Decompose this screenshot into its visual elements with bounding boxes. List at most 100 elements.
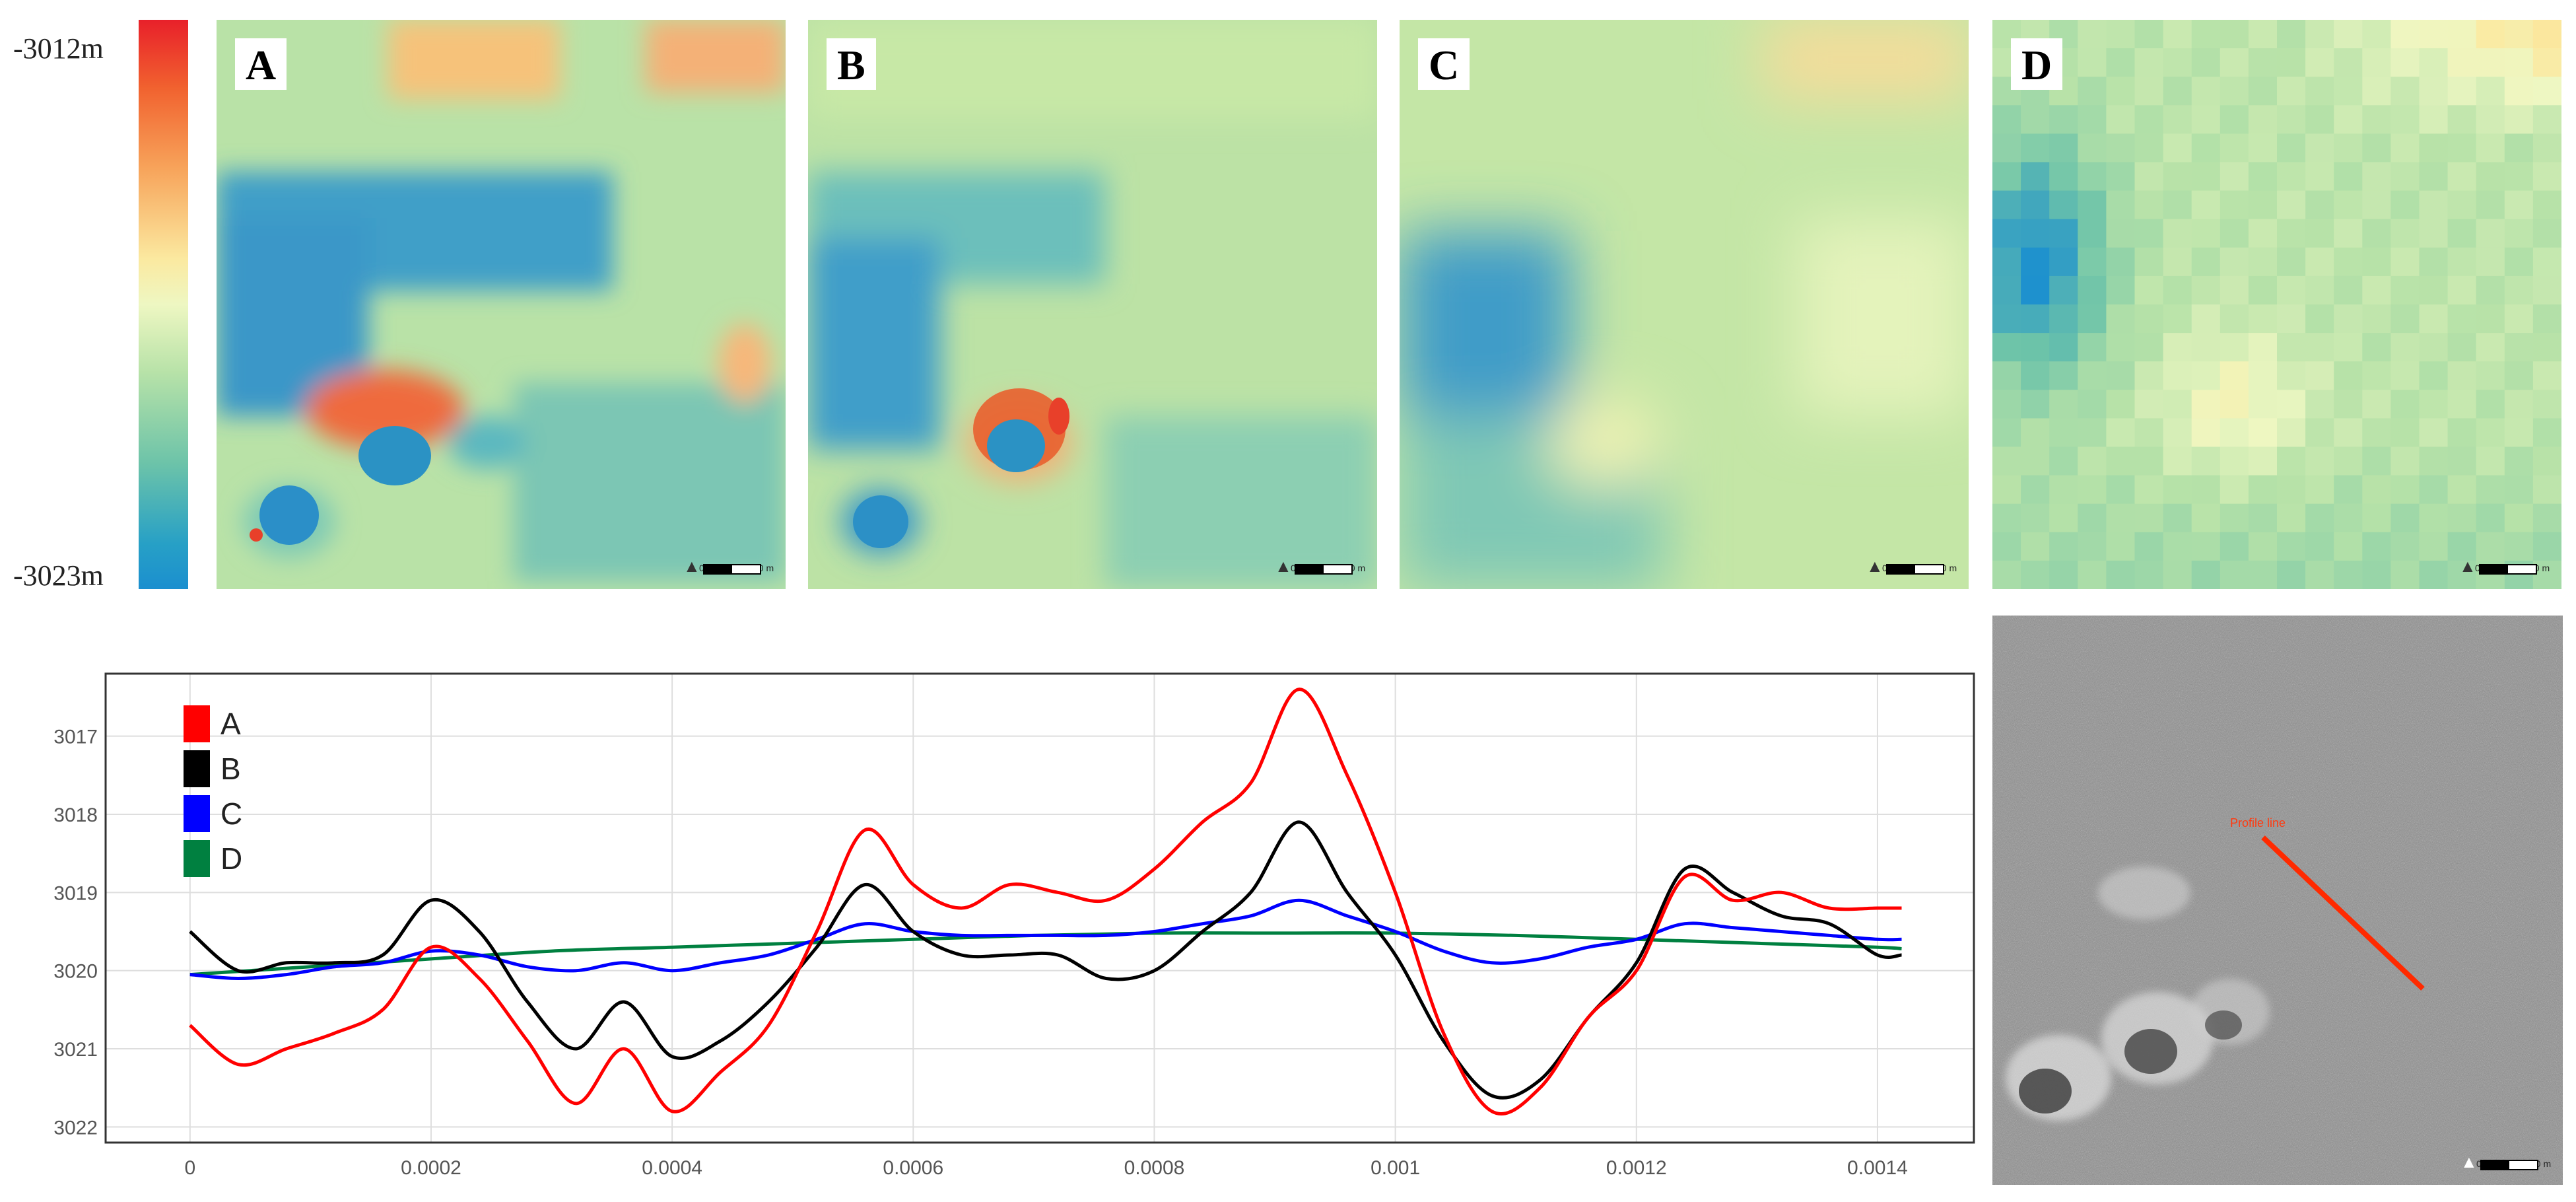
- dem-pixel: [2078, 446, 2107, 476]
- dem-pixel: [2163, 105, 2192, 134]
- dem-pixel: [2078, 361, 2107, 390]
- dem-pixel: [2163, 48, 2192, 77]
- dem-pixel: [2447, 390, 2477, 419]
- dem-pixel: [2504, 247, 2534, 277]
- dem-pixel: [2305, 361, 2334, 390]
- dem-pixel: [2390, 162, 2420, 192]
- dem-pixel: [2106, 77, 2136, 106]
- dem-pixel: [2476, 304, 2505, 334]
- x-tick-label: 0: [184, 1157, 195, 1179]
- dem-pixel: [2305, 105, 2334, 134]
- dem-pixel: [2191, 162, 2221, 192]
- dem-pixel: [2220, 361, 2249, 390]
- dem-pixel: [2447, 219, 2477, 248]
- dem-pixel: [2220, 133, 2249, 163]
- dem-pixel: [2305, 162, 2334, 192]
- dem-pixel: [2362, 560, 2391, 589]
- dem-pixel: [2191, 247, 2221, 277]
- x-tick-label: 0.0014: [1847, 1157, 1908, 1179]
- dem-pixel: [2248, 503, 2278, 533]
- dem-pixel: [2362, 304, 2391, 334]
- dem-pixel: [2362, 77, 2391, 106]
- dem-pixel: [2277, 503, 2306, 533]
- dem-pixel: [2334, 418, 2363, 448]
- dem-pixel: [2305, 275, 2334, 305]
- legend-label-a: A: [220, 707, 241, 741]
- dem-pixel: [2049, 390, 2078, 419]
- dem-pixel: [2476, 446, 2505, 476]
- dem-pixel: [2532, 275, 2561, 305]
- panel-c-scalebar: 01020 m ▲: [1866, 549, 1957, 577]
- dem-pixel: [2390, 48, 2420, 77]
- dem-pixel: [1992, 361, 2021, 390]
- dem-pixel: [2106, 475, 2136, 505]
- dem-pixel: [2419, 219, 2449, 248]
- dem-pixel: [2248, 219, 2278, 248]
- dem-pixel: [2419, 20, 2449, 49]
- dem-pixel: [2049, 133, 2078, 163]
- panel-d-letter: D: [2011, 38, 2063, 90]
- dem-pixel: [2248, 560, 2278, 589]
- dem-pixel: [2106, 133, 2136, 163]
- photo-scalebar: 01020 m ▲: [2460, 1145, 2551, 1173]
- dem-pixel: [2362, 333, 2391, 362]
- dem-pixel: [2134, 162, 2164, 192]
- dem-pixel: [2476, 361, 2505, 390]
- dem-pixel: [2419, 162, 2449, 192]
- legend-swatch-b: [184, 750, 210, 787]
- dem-pixel: [2078, 560, 2107, 589]
- dem-pixel: [2106, 162, 2136, 192]
- dem-pixel: [2106, 532, 2136, 561]
- dem-pixel: [2163, 20, 2192, 49]
- dem-pixel: [2504, 190, 2534, 220]
- dem-pixel: [2532, 20, 2561, 49]
- dem-pixel: [2334, 532, 2363, 561]
- dem-pixel: [2163, 304, 2192, 334]
- dem-pixel: [2021, 418, 2050, 448]
- dem-pixel: [2305, 304, 2334, 334]
- dem-pixel: [2277, 361, 2306, 390]
- dem-pixel: [2504, 361, 2534, 390]
- dem-pixel: [2305, 190, 2334, 220]
- dem-pixel: [2220, 190, 2249, 220]
- dem-pixel: [2106, 304, 2136, 334]
- dem-pixel: [2163, 503, 2192, 533]
- dem-pixel: [2220, 162, 2249, 192]
- dem-pixel: [2532, 304, 2561, 334]
- dem-pixel: [2334, 20, 2363, 49]
- dem-pixel: [2305, 418, 2334, 448]
- dem-pixel: [2277, 418, 2306, 448]
- dem-pixel: [2419, 560, 2449, 589]
- dem-pixel: [2447, 418, 2477, 448]
- north-arrow-icon: ▲: [1866, 556, 1883, 576]
- dem-pixel: [2390, 20, 2420, 49]
- dem-pixel: [2277, 390, 2306, 419]
- dem-pixel: [2078, 275, 2107, 305]
- dem-pixel: [2078, 418, 2107, 448]
- dem-pixel: [2504, 133, 2534, 163]
- dem-pixel: [2049, 560, 2078, 589]
- dem-pixel: [1992, 133, 2021, 163]
- dem-pixel: [2049, 275, 2078, 305]
- dem-pixel: [2476, 133, 2505, 163]
- dem-pixel: [2163, 190, 2192, 220]
- panel-d-scalebar: 01020 m ▲: [2459, 549, 2550, 577]
- dem-pixel: [2134, 446, 2164, 476]
- dem-pixel: [2021, 275, 2050, 305]
- dem-pixel: [2078, 247, 2107, 277]
- scale-tick-0: 0: [2476, 1158, 2482, 1169]
- north-arrow-icon: ▲: [2459, 556, 2476, 576]
- dem-pixel: [2447, 77, 2477, 106]
- plot-background: [106, 674, 1974, 1143]
- dem-pixel: [2106, 20, 2136, 49]
- dem-pixel: [2163, 133, 2192, 163]
- dem-pixel: [2419, 503, 2449, 533]
- panel-b-scalebar: 01020 m ▲: [1275, 549, 1365, 577]
- dem-pixel: [1992, 304, 2021, 334]
- dem-pixel: [2191, 333, 2221, 362]
- dem-pixel: [2049, 190, 2078, 220]
- dem-pixel: [2532, 190, 2561, 220]
- dem-pixel: [2191, 48, 2221, 77]
- dem-pixel: [2305, 219, 2334, 248]
- dem-pixel: [2049, 219, 2078, 248]
